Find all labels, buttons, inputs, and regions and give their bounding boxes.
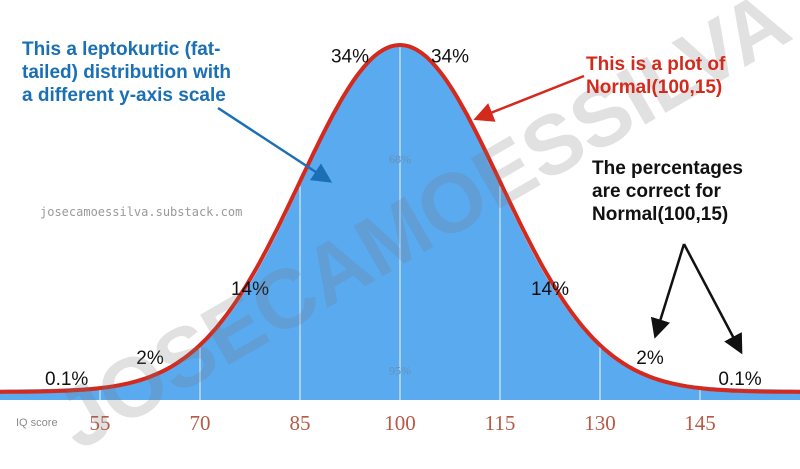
x-tick-label: 145: [684, 411, 716, 435]
x-tick-label: 85: [290, 411, 311, 435]
region-label: 2%: [136, 348, 164, 369]
region-label: 0.1%: [45, 369, 88, 390]
blue-annotation-line: tailed) distribution with: [22, 62, 231, 83]
black-arrow-left: [650, 243, 686, 339]
normal-curve: [0, 43, 800, 394]
watermark-url: josecamoessilva.substack.com: [40, 205, 243, 219]
band-label: 68%: [389, 152, 411, 166]
x-tick-label: 55: [90, 411, 111, 435]
region-label: 0.1%: [718, 369, 761, 390]
blue-annotation-line: This a leptokurtic (fat-: [22, 39, 221, 60]
black-annotation-line: The percentages: [592, 158, 743, 179]
x-axis-label: IQ score: [16, 417, 58, 429]
black-annotation: The percentages are correct for Normal(1…: [592, 157, 743, 226]
blue-annotation: This a leptokurtic (fat- tailed) distrib…: [22, 38, 231, 107]
x-tick-label: 70: [190, 411, 211, 435]
region-label: 34%: [331, 46, 369, 67]
region-label: 34%: [431, 46, 469, 67]
red-annotation: This is a plot of Normal(100,15): [586, 53, 725, 99]
chart-svg: 68%95%0.1%2%14%34% 34%14%2%0.1%55 70 85 100 1…: [0, 43, 800, 435]
x-tick-label: 130: [584, 411, 616, 435]
black-arrow-right: [682, 243, 743, 355]
red-annotation-line: This is a plot of: [586, 54, 726, 75]
red-annotation-line: Normal(100,15): [586, 77, 723, 98]
region-label: 14%: [531, 279, 569, 300]
black-annotation-line: Normal(100,15): [592, 204, 729, 225]
blue-arrow: [217, 106, 333, 183]
black-annotation-line: are correct for: [592, 181, 721, 202]
region-label: 14%: [231, 279, 269, 300]
band-label: 95%: [389, 364, 411, 378]
x-tick-label: 115: [485, 411, 516, 435]
red-arrow: [473, 74, 585, 122]
x-tick-label: 100: [384, 411, 416, 435]
blue-annotation-line: a different y-axis scale: [22, 85, 226, 106]
region-label: 2%: [636, 348, 664, 369]
